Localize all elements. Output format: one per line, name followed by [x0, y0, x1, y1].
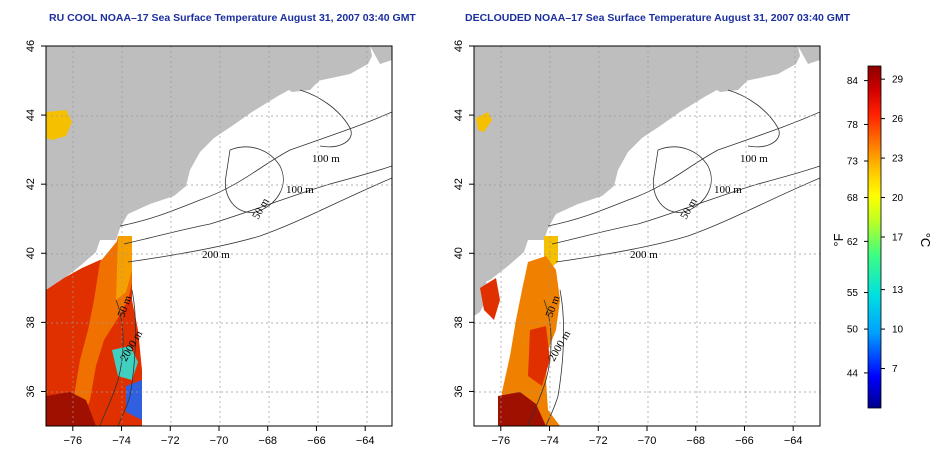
fahrenheit-tick-label: 62	[847, 237, 859, 248]
map-axes: −76 −74 −72 −70 −68 −66 −64 36 38 40 42 44 46	[25, 40, 375, 447]
y-tick-label: 38	[453, 316, 465, 328]
colorbar-scale	[867, 65, 882, 409]
fahrenheit-tick-label: 84	[847, 76, 859, 87]
celsius-tick-label: 26	[892, 114, 904, 125]
celsius-tick-label: 17	[892, 233, 904, 244]
y-tick-label: 40	[25, 247, 37, 259]
celsius-tick-label: 7	[892, 364, 898, 375]
fahrenheit-tick-label: 78	[847, 120, 859, 131]
left-map-title: RU COOL NOAA–17 Sea Surface Temperature …	[49, 12, 416, 24]
celsius-tick-label: 13	[892, 285, 904, 296]
fahrenheit-tick-label: 44	[847, 368, 859, 379]
x-tick-label: −72	[161, 435, 180, 447]
y-tick-label: 44	[25, 109, 37, 121]
celsius-unit-label: °C	[918, 233, 933, 248]
y-tick-label: 40	[453, 247, 465, 259]
x-tick-label: −74	[540, 435, 559, 447]
y-tick-label: 36	[453, 385, 465, 397]
y-tick-label: 44	[453, 109, 465, 121]
y-tick-label: 46	[25, 40, 37, 52]
x-tick-label: −74	[112, 435, 131, 447]
y-tick-label: 38	[25, 316, 37, 328]
x-tick-label: −72	[589, 435, 608, 447]
fahrenheit-unit-label: °F	[831, 233, 846, 246]
celsius-tick-label: 23	[892, 154, 904, 165]
bathymetry-contours	[99, 89, 392, 426]
contour-label: 200 m	[202, 249, 230, 261]
fahrenheit-tick-label: 55	[847, 288, 859, 299]
right-map-title: DECLOUDED NOAA–17 Sea Surface Temperatur…	[465, 12, 851, 24]
fahrenheit-tick-label: 73	[847, 157, 859, 168]
x-tick-label: −70	[638, 435, 657, 447]
y-tick-label: 36	[25, 385, 37, 397]
celsius-tick-label: 29	[892, 75, 904, 86]
celsius-tick-label: 20	[892, 193, 904, 204]
grid-lines	[46, 46, 392, 426]
fahrenheit-tick-label: 68	[847, 193, 859, 204]
contour-label: 100 m	[740, 153, 768, 165]
x-tick-label: −64	[784, 435, 803, 447]
bathymetry-contours	[527, 89, 820, 426]
x-tick-label: −68	[686, 435, 705, 447]
x-tick-label: −66	[307, 435, 326, 447]
x-tick-label: −68	[258, 435, 277, 447]
right-sst-map: 100 m 100 m 50 m 200 m 50 m 2000 m −76 −7…	[453, 40, 821, 447]
contour-label: 100 m	[312, 153, 340, 165]
y-tick-label: 42	[453, 178, 465, 190]
x-tick-label: −64	[356, 435, 375, 447]
contour-label: 100 m	[714, 184, 742, 196]
x-tick-label: −70	[210, 435, 229, 447]
contour-label: 200 m	[630, 249, 658, 261]
celsius-tick-label: 10	[892, 325, 904, 336]
fahrenheit-tick-label: 50	[847, 325, 859, 336]
y-tick-label: 46	[453, 40, 465, 52]
left-sst-map: 100 m 100 m 50 m 200 m 50 m 2000 m −76 −7…	[25, 40, 393, 447]
x-tick-label: −76	[63, 435, 82, 447]
x-tick-label: −76	[491, 435, 510, 447]
contour-label: 100 m	[286, 184, 314, 196]
y-tick-label: 42	[25, 178, 37, 190]
temperature-colorbar: 29 26 23 20 17 13 10 7 84 78 73 68 62 55 50 44 °F °C	[831, 65, 933, 409]
map-axes: −76 −74 −72 −70 −68 −66 −64 36 38 40 42 44 46	[453, 40, 803, 447]
x-tick-label: −66	[735, 435, 754, 447]
grid-lines	[474, 46, 820, 426]
